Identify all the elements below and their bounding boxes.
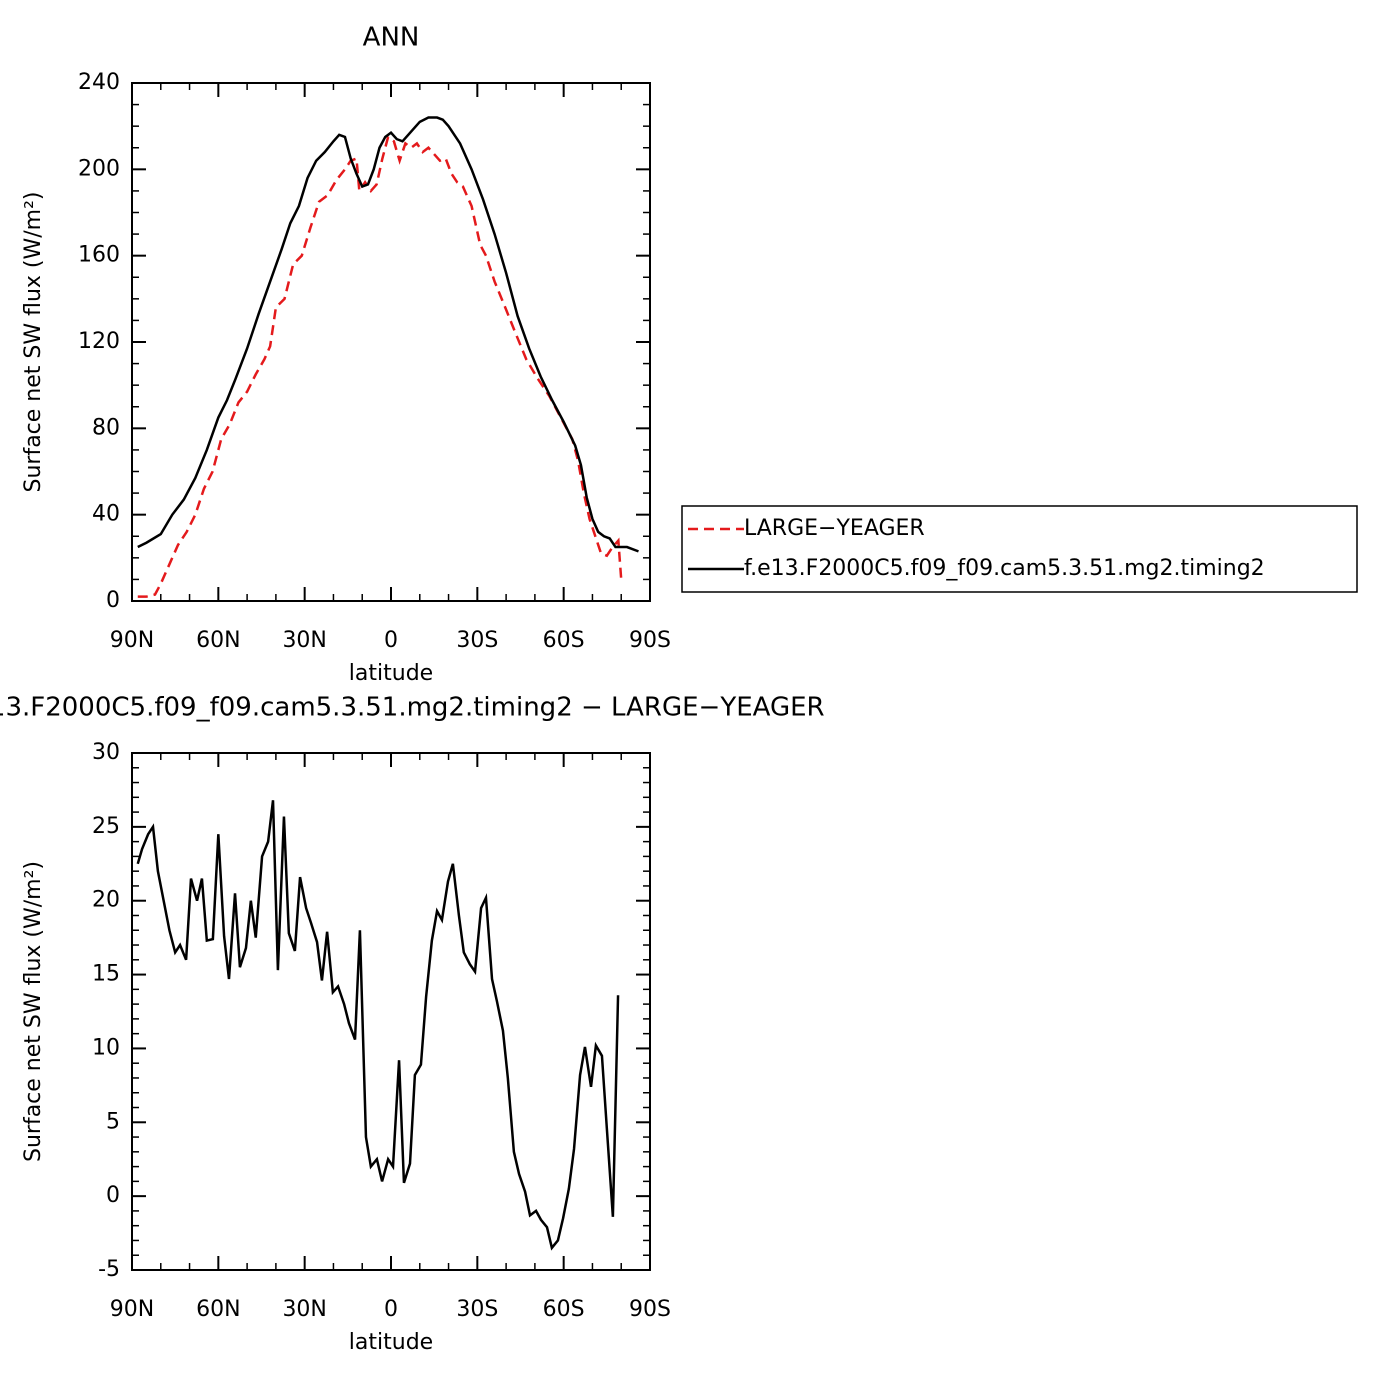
x-tick-label: 30N [282, 628, 326, 653]
x-tick-label: 90N [110, 1297, 154, 1322]
x-tick-label: 0 [384, 628, 398, 653]
x-tick-label: 30S [456, 628, 498, 653]
plot-frame [131, 82, 651, 602]
y-axis-label: Surface net SW flux (W/m²) [21, 861, 46, 1162]
chart-title: ANN [363, 23, 420, 53]
x-tick-label: 0 [384, 1297, 398, 1322]
y-tick-label: 30 [92, 740, 120, 765]
data-line [136, 800, 620, 1251]
data-line [137, 134, 623, 598]
legend-frame [681, 505, 1358, 593]
y-tick-label: 40 [92, 502, 120, 527]
y-tick-label: 0 [106, 588, 120, 613]
y-tick-label: 25 [92, 814, 120, 839]
y-axis-label: Surface net SW flux (W/m²) [21, 191, 46, 492]
x-tick-label: 30S [456, 1297, 498, 1322]
y-tick-label: 5 [106, 1109, 120, 1134]
x-tick-label: 90S [629, 628, 671, 653]
data-line [137, 116, 639, 553]
legend: LARGE−YEAGER f.e13.F2000C5.f09_f09.cam5.3… [681, 505, 1358, 593]
y-tick-label: -5 [98, 1257, 120, 1282]
x-tick-label: 60S [543, 1297, 585, 1322]
x-axis-label: latitude [349, 1330, 433, 1355]
plot-frame [131, 752, 651, 1271]
x-tick-label: 90S [629, 1297, 671, 1322]
legend-label: f.e13.F2000C5.f09_f09.cam5.3.51.mg2.timi… [744, 556, 1265, 581]
x-tick-label: 60S [543, 628, 585, 653]
legend-label: LARGE−YEAGER [744, 516, 925, 541]
y-tick-label: 15 [92, 962, 120, 987]
y-tick-label: 10 [92, 1035, 120, 1060]
chart-title: f.e13.F2000C5.f09_f09.cam5.3.51.mg2.timi… [0, 693, 825, 723]
x-tick-label: 30N [282, 1297, 326, 1322]
y-tick-label: 80 [92, 415, 120, 440]
y-tick-label: 120 [78, 329, 120, 354]
y-tick-label: 240 [78, 70, 120, 95]
y-tick-label: 200 [78, 156, 120, 181]
y-tick-label: 160 [78, 243, 120, 268]
x-tick-label: 90N [110, 628, 154, 653]
x-tick-label: 60N [196, 1297, 240, 1322]
y-tick-label: 20 [92, 888, 120, 913]
x-axis-label: latitude [349, 661, 433, 686]
y-tick-label: 0 [106, 1183, 120, 1208]
x-tick-label: 60N [196, 628, 240, 653]
